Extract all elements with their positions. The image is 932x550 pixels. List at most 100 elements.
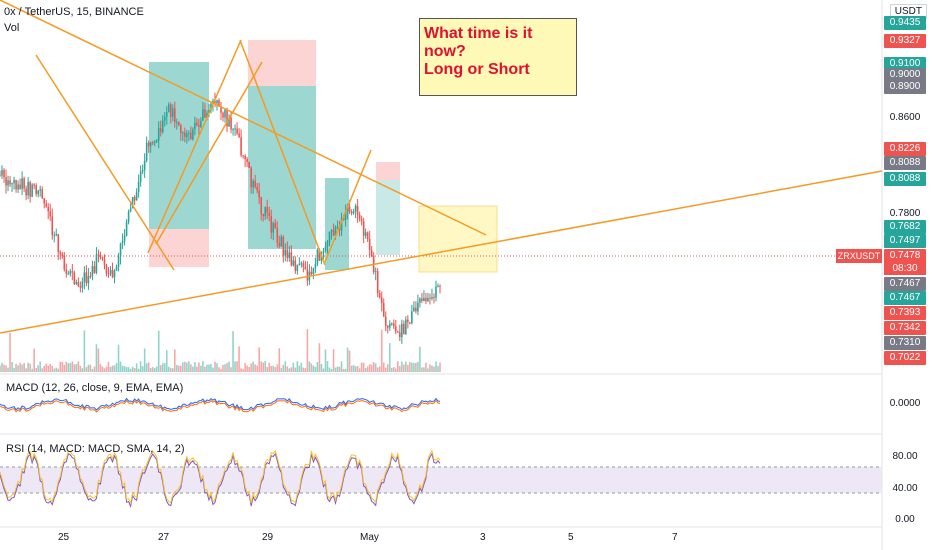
candle-body	[17, 184, 19, 190]
price-label: 0.8900	[884, 80, 926, 94]
volume-bar	[97, 348, 100, 372]
volume-bar	[411, 362, 413, 372]
steep-downtrend-line[interactable]	[35, 54, 175, 271]
volume-bar	[246, 365, 248, 372]
candle-body	[266, 207, 269, 213]
rsi-indicator-label[interactable]: RSI (14, MACD: MACD, SMA, 14, 2)	[6, 443, 185, 455]
macd-indicator-label[interactable]: MACD (12, 26, close, 9, EMA, EMA)	[6, 382, 184, 394]
volume-bar	[27, 362, 29, 372]
volume-bar	[79, 365, 82, 372]
volume-bar	[328, 367, 331, 372]
volume-bar	[37, 365, 39, 372]
descending-trendline[interactable]	[0, 0, 487, 236]
candle-body	[5, 177, 7, 186]
candle-body	[370, 250, 373, 257]
candle-body	[378, 292, 381, 298]
candle-body	[192, 129, 194, 140]
volume-bar	[310, 363, 313, 372]
volume-bar	[7, 367, 9, 372]
highlight-zone[interactable]	[418, 205, 498, 273]
candle-body	[316, 249, 319, 264]
short-position-2-profit[interactable]	[376, 180, 400, 255]
volume-bar	[368, 364, 371, 372]
candle-body	[167, 104, 170, 113]
volume-bar	[380, 329, 383, 372]
volume-bar	[419, 346, 421, 372]
candle-body	[437, 285, 439, 287]
volume-bar	[324, 349, 327, 372]
time-axis-tick: 3	[480, 532, 486, 543]
candle-body	[274, 222, 277, 228]
volume-bar	[220, 368, 222, 372]
uptrend-line[interactable]	[147, 39, 242, 254]
volume-bar	[360, 362, 363, 372]
candle-body	[85, 272, 88, 284]
candle-body	[390, 323, 393, 325]
volume-bar	[202, 361, 204, 372]
volume-bar	[409, 362, 411, 372]
volume-bar	[366, 366, 369, 372]
candle-body	[109, 269, 112, 274]
volume-bar	[250, 363, 252, 372]
volume-label: Vol	[4, 22, 20, 34]
short-position-profit[interactable]	[248, 86, 316, 249]
candle-body	[133, 197, 136, 201]
volume-bar	[326, 361, 329, 372]
volume-bar	[210, 364, 212, 372]
candle-body	[401, 323, 403, 338]
candle-body	[388, 323, 391, 328]
candle-body	[71, 271, 74, 273]
candle-body	[290, 252, 293, 266]
candle-body	[87, 276, 90, 284]
short-position-loss[interactable]	[248, 40, 316, 86]
annotation-note[interactable]: What time is it now? Long or Short	[419, 18, 577, 96]
candle-body	[37, 190, 39, 195]
candle-body	[151, 142, 154, 144]
candle-body	[258, 190, 260, 198]
candle-body	[83, 272, 86, 282]
candle-body	[326, 242, 329, 247]
price-label: 0.8088	[884, 172, 926, 186]
candle-body	[79, 286, 82, 288]
volume-bar	[137, 368, 140, 372]
candle-body	[236, 128, 238, 134]
volume-bar	[276, 364, 279, 372]
long-position-2-profit[interactable]	[325, 178, 349, 270]
candle-body	[159, 128, 162, 133]
down-trend-line-2[interactable]	[239, 39, 326, 266]
volume-bar	[254, 364, 256, 372]
volume-bar	[258, 347, 260, 372]
candle-body	[336, 226, 339, 228]
volume-bar	[340, 361, 343, 372]
candle-body	[276, 227, 279, 243]
uptrend-line-2[interactable]	[324, 149, 372, 263]
candle-body	[300, 263, 303, 265]
volume-bar	[322, 368, 325, 372]
volume-bar	[13, 367, 15, 372]
volume-bar	[334, 367, 337, 372]
candle-body	[294, 260, 297, 271]
volume-bar	[308, 361, 311, 372]
candle-body	[194, 122, 196, 130]
candle-body	[240, 137, 242, 156]
candle-body	[99, 254, 102, 258]
volume-bar	[192, 366, 194, 372]
price-series	[0, 92, 441, 344]
macd-line	[0, 397, 441, 411]
volume-bar	[171, 368, 174, 372]
candle-body	[392, 323, 395, 327]
support-trendline[interactable]	[0, 170, 883, 334]
volume-bar	[19, 362, 21, 372]
short-position-2-loss[interactable]	[376, 162, 400, 180]
volume-bar	[194, 362, 196, 372]
candle-body	[29, 181, 31, 197]
volume-bar	[153, 368, 156, 372]
uptrend-line-3[interactable]	[155, 61, 263, 245]
long-position-loss[interactable]	[149, 229, 209, 267]
time-axis-tick: 7	[672, 532, 678, 543]
candle-body	[218, 100, 220, 107]
candle-body	[284, 249, 287, 256]
volume-bar	[117, 344, 120, 372]
price-label: 0.7342	[884, 321, 926, 335]
